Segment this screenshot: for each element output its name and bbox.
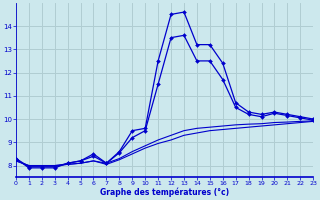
X-axis label: Graphe des températures (°c): Graphe des températures (°c) bbox=[100, 188, 229, 197]
